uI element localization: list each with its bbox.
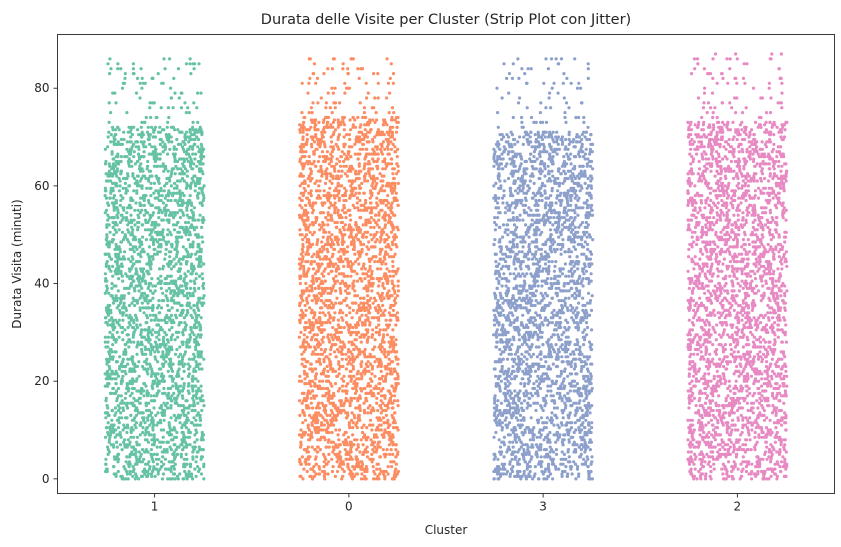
x-tick-label: 3 (539, 500, 547, 514)
y-ticks: 0 20 40 60 80 (34, 81, 58, 486)
y-tick-label: 20 (34, 374, 49, 388)
series-cluster-2 (686, 52, 789, 481)
series-cluster-1 (103, 57, 206, 481)
points-layer (103, 52, 789, 481)
x-ticks: 1 0 3 2 (151, 493, 742, 514)
y-axis-label: Durata Visita (minuti) (10, 199, 24, 328)
x-axis-label: Cluster (425, 523, 468, 537)
y-tick-label: 0 (42, 472, 50, 486)
x-tick-label: 1 (151, 500, 159, 514)
y-tick-label: 40 (34, 277, 49, 291)
x-tick-label: 2 (734, 500, 742, 514)
series-cluster-3 (492, 57, 595, 481)
plot-frame (57, 34, 835, 494)
series-cluster-0 (297, 57, 400, 481)
y-tick-label: 80 (34, 81, 49, 95)
y-tick-label: 60 (34, 179, 49, 193)
x-tick-label: 0 (345, 500, 353, 514)
chart-title: Durata delle Visite per Cluster (Strip P… (261, 12, 631, 28)
